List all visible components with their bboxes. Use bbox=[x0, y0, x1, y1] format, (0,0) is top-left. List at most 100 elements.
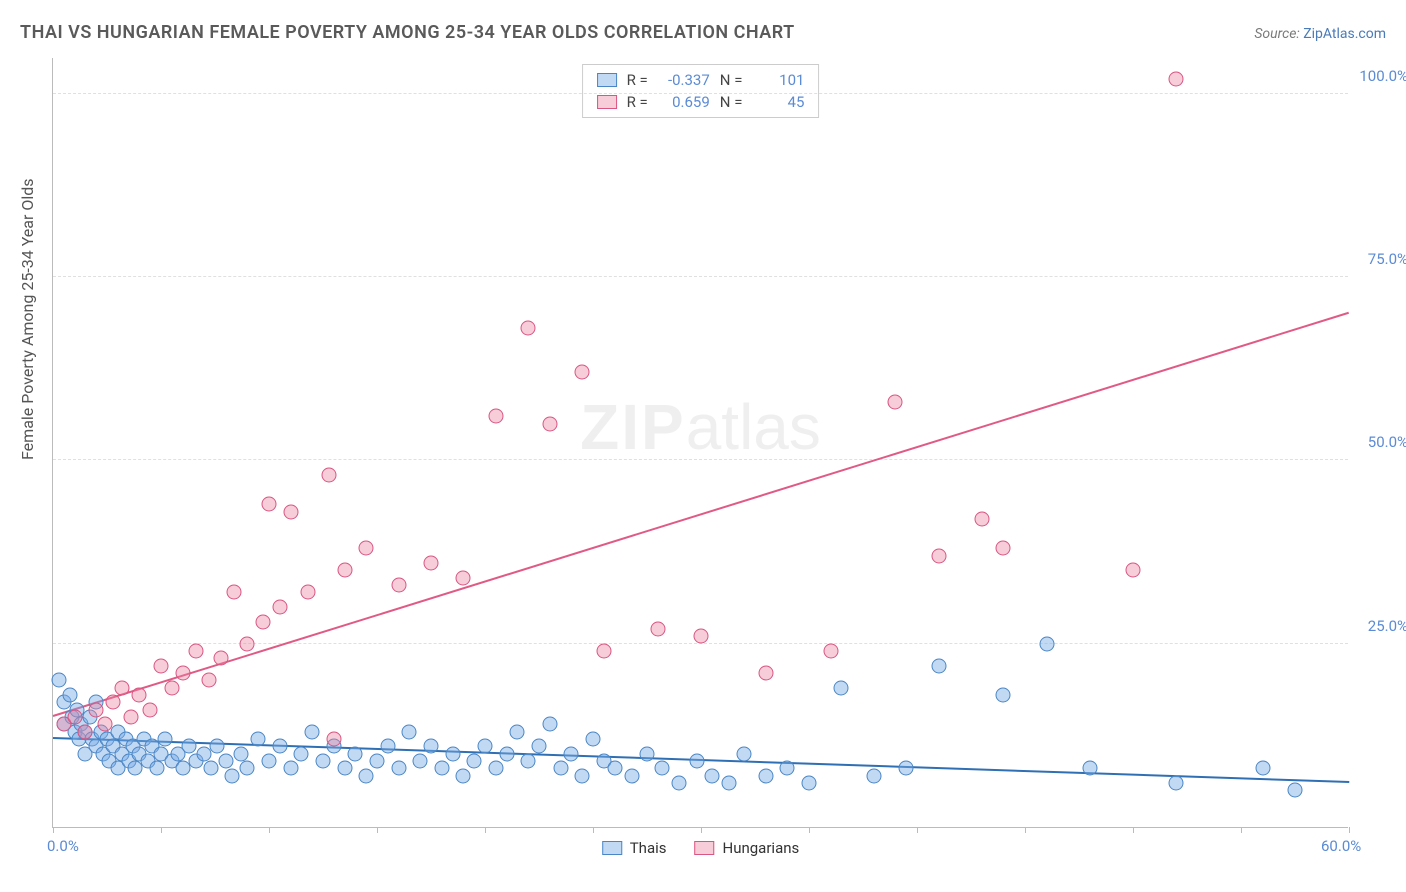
legend-item-thais: Thais bbox=[602, 839, 667, 857]
swatch-hungarians bbox=[597, 95, 617, 109]
data-point bbox=[413, 754, 428, 769]
data-point bbox=[1255, 761, 1270, 776]
data-point bbox=[233, 746, 248, 761]
data-point bbox=[575, 768, 590, 783]
data-point bbox=[370, 754, 385, 769]
data-point bbox=[322, 468, 337, 483]
data-point bbox=[380, 739, 395, 754]
legend-label-thais: Thais bbox=[630, 839, 667, 857]
data-point bbox=[758, 666, 773, 681]
data-point bbox=[348, 746, 363, 761]
x-tick bbox=[593, 827, 594, 833]
data-point bbox=[488, 409, 503, 424]
data-point bbox=[294, 746, 309, 761]
source-label: Source: bbox=[1254, 26, 1303, 42]
data-point bbox=[931, 658, 946, 673]
data-point bbox=[456, 570, 471, 585]
data-point bbox=[182, 739, 197, 754]
n-value-hungarians: 45 bbox=[752, 93, 804, 111]
data-point bbox=[149, 761, 164, 776]
legend-bottom: Thais Hungarians bbox=[602, 839, 800, 857]
y-tick-label: 100.0% bbox=[1352, 67, 1406, 85]
data-point bbox=[596, 644, 611, 659]
n-value-thais: 101 bbox=[752, 71, 804, 89]
data-point bbox=[106, 695, 121, 710]
data-point bbox=[210, 739, 225, 754]
x-tick bbox=[701, 827, 702, 833]
data-point bbox=[467, 754, 482, 769]
data-point bbox=[283, 504, 298, 519]
data-point bbox=[123, 710, 138, 725]
data-point bbox=[445, 746, 460, 761]
gridline bbox=[53, 93, 1348, 94]
data-point bbox=[456, 768, 471, 783]
data-point bbox=[115, 680, 130, 695]
data-point bbox=[974, 512, 989, 527]
data-point bbox=[542, 416, 557, 431]
data-point bbox=[689, 754, 704, 769]
gridline bbox=[53, 276, 1348, 277]
data-point bbox=[316, 754, 331, 769]
data-point bbox=[888, 394, 903, 409]
data-point bbox=[655, 761, 670, 776]
data-point bbox=[834, 680, 849, 695]
data-point bbox=[300, 585, 315, 600]
x-tick bbox=[1025, 827, 1026, 833]
data-point bbox=[1126, 563, 1141, 578]
data-point bbox=[240, 636, 255, 651]
gridline bbox=[53, 459, 1348, 460]
data-point bbox=[521, 321, 536, 336]
data-point bbox=[337, 761, 352, 776]
data-point bbox=[434, 761, 449, 776]
data-point bbox=[175, 666, 190, 681]
chart-title: THAI VS HUNGARIAN FEMALE POVERTY AMONG 2… bbox=[20, 22, 795, 43]
source-link[interactable]: ZipAtlas.com bbox=[1303, 26, 1386, 42]
data-point bbox=[672, 776, 687, 791]
data-point bbox=[996, 541, 1011, 556]
data-point bbox=[650, 622, 665, 637]
x-tick bbox=[1349, 827, 1350, 833]
x-tick bbox=[485, 827, 486, 833]
data-point bbox=[1169, 72, 1184, 87]
data-point bbox=[227, 585, 242, 600]
y-tick-label: 50.0% bbox=[1352, 433, 1406, 451]
data-point bbox=[63, 688, 78, 703]
data-point bbox=[532, 739, 547, 754]
x-tick bbox=[161, 827, 162, 833]
r-value-thais: -0.337 bbox=[658, 71, 710, 89]
data-point bbox=[1082, 761, 1097, 776]
data-point bbox=[391, 578, 406, 593]
data-point bbox=[154, 658, 169, 673]
data-point bbox=[359, 541, 374, 556]
data-point bbox=[218, 754, 233, 769]
legend-stats-row-hungarians: R = 0.659 N = 45 bbox=[583, 91, 819, 113]
watermark-atlas: atlas bbox=[686, 391, 821, 463]
data-point bbox=[704, 768, 719, 783]
x-tick bbox=[377, 827, 378, 833]
legend-stats-row-thais: R = -0.337 N = 101 bbox=[583, 69, 819, 91]
data-point bbox=[188, 644, 203, 659]
data-point bbox=[640, 746, 655, 761]
data-point bbox=[337, 563, 352, 578]
data-point bbox=[478, 739, 493, 754]
x-tick bbox=[1133, 827, 1134, 833]
n-label: N = bbox=[720, 93, 743, 111]
watermark: ZIPatlas bbox=[580, 390, 821, 464]
data-point bbox=[607, 761, 622, 776]
data-point bbox=[143, 702, 158, 717]
y-tick-label: 25.0% bbox=[1352, 617, 1406, 635]
data-point bbox=[737, 746, 752, 761]
data-point bbox=[52, 673, 67, 688]
data-point bbox=[305, 724, 320, 739]
source-attribution: Source: ZipAtlas.com bbox=[1254, 26, 1386, 42]
data-point bbox=[899, 761, 914, 776]
data-point bbox=[802, 776, 817, 791]
data-point bbox=[996, 688, 1011, 703]
data-point bbox=[564, 746, 579, 761]
legend-item-hungarians: Hungarians bbox=[695, 839, 800, 857]
n-label: N = bbox=[720, 71, 743, 89]
data-point bbox=[97, 717, 112, 732]
x-tick-label: 0.0% bbox=[47, 837, 79, 855]
data-point bbox=[158, 732, 173, 747]
data-point bbox=[359, 768, 374, 783]
